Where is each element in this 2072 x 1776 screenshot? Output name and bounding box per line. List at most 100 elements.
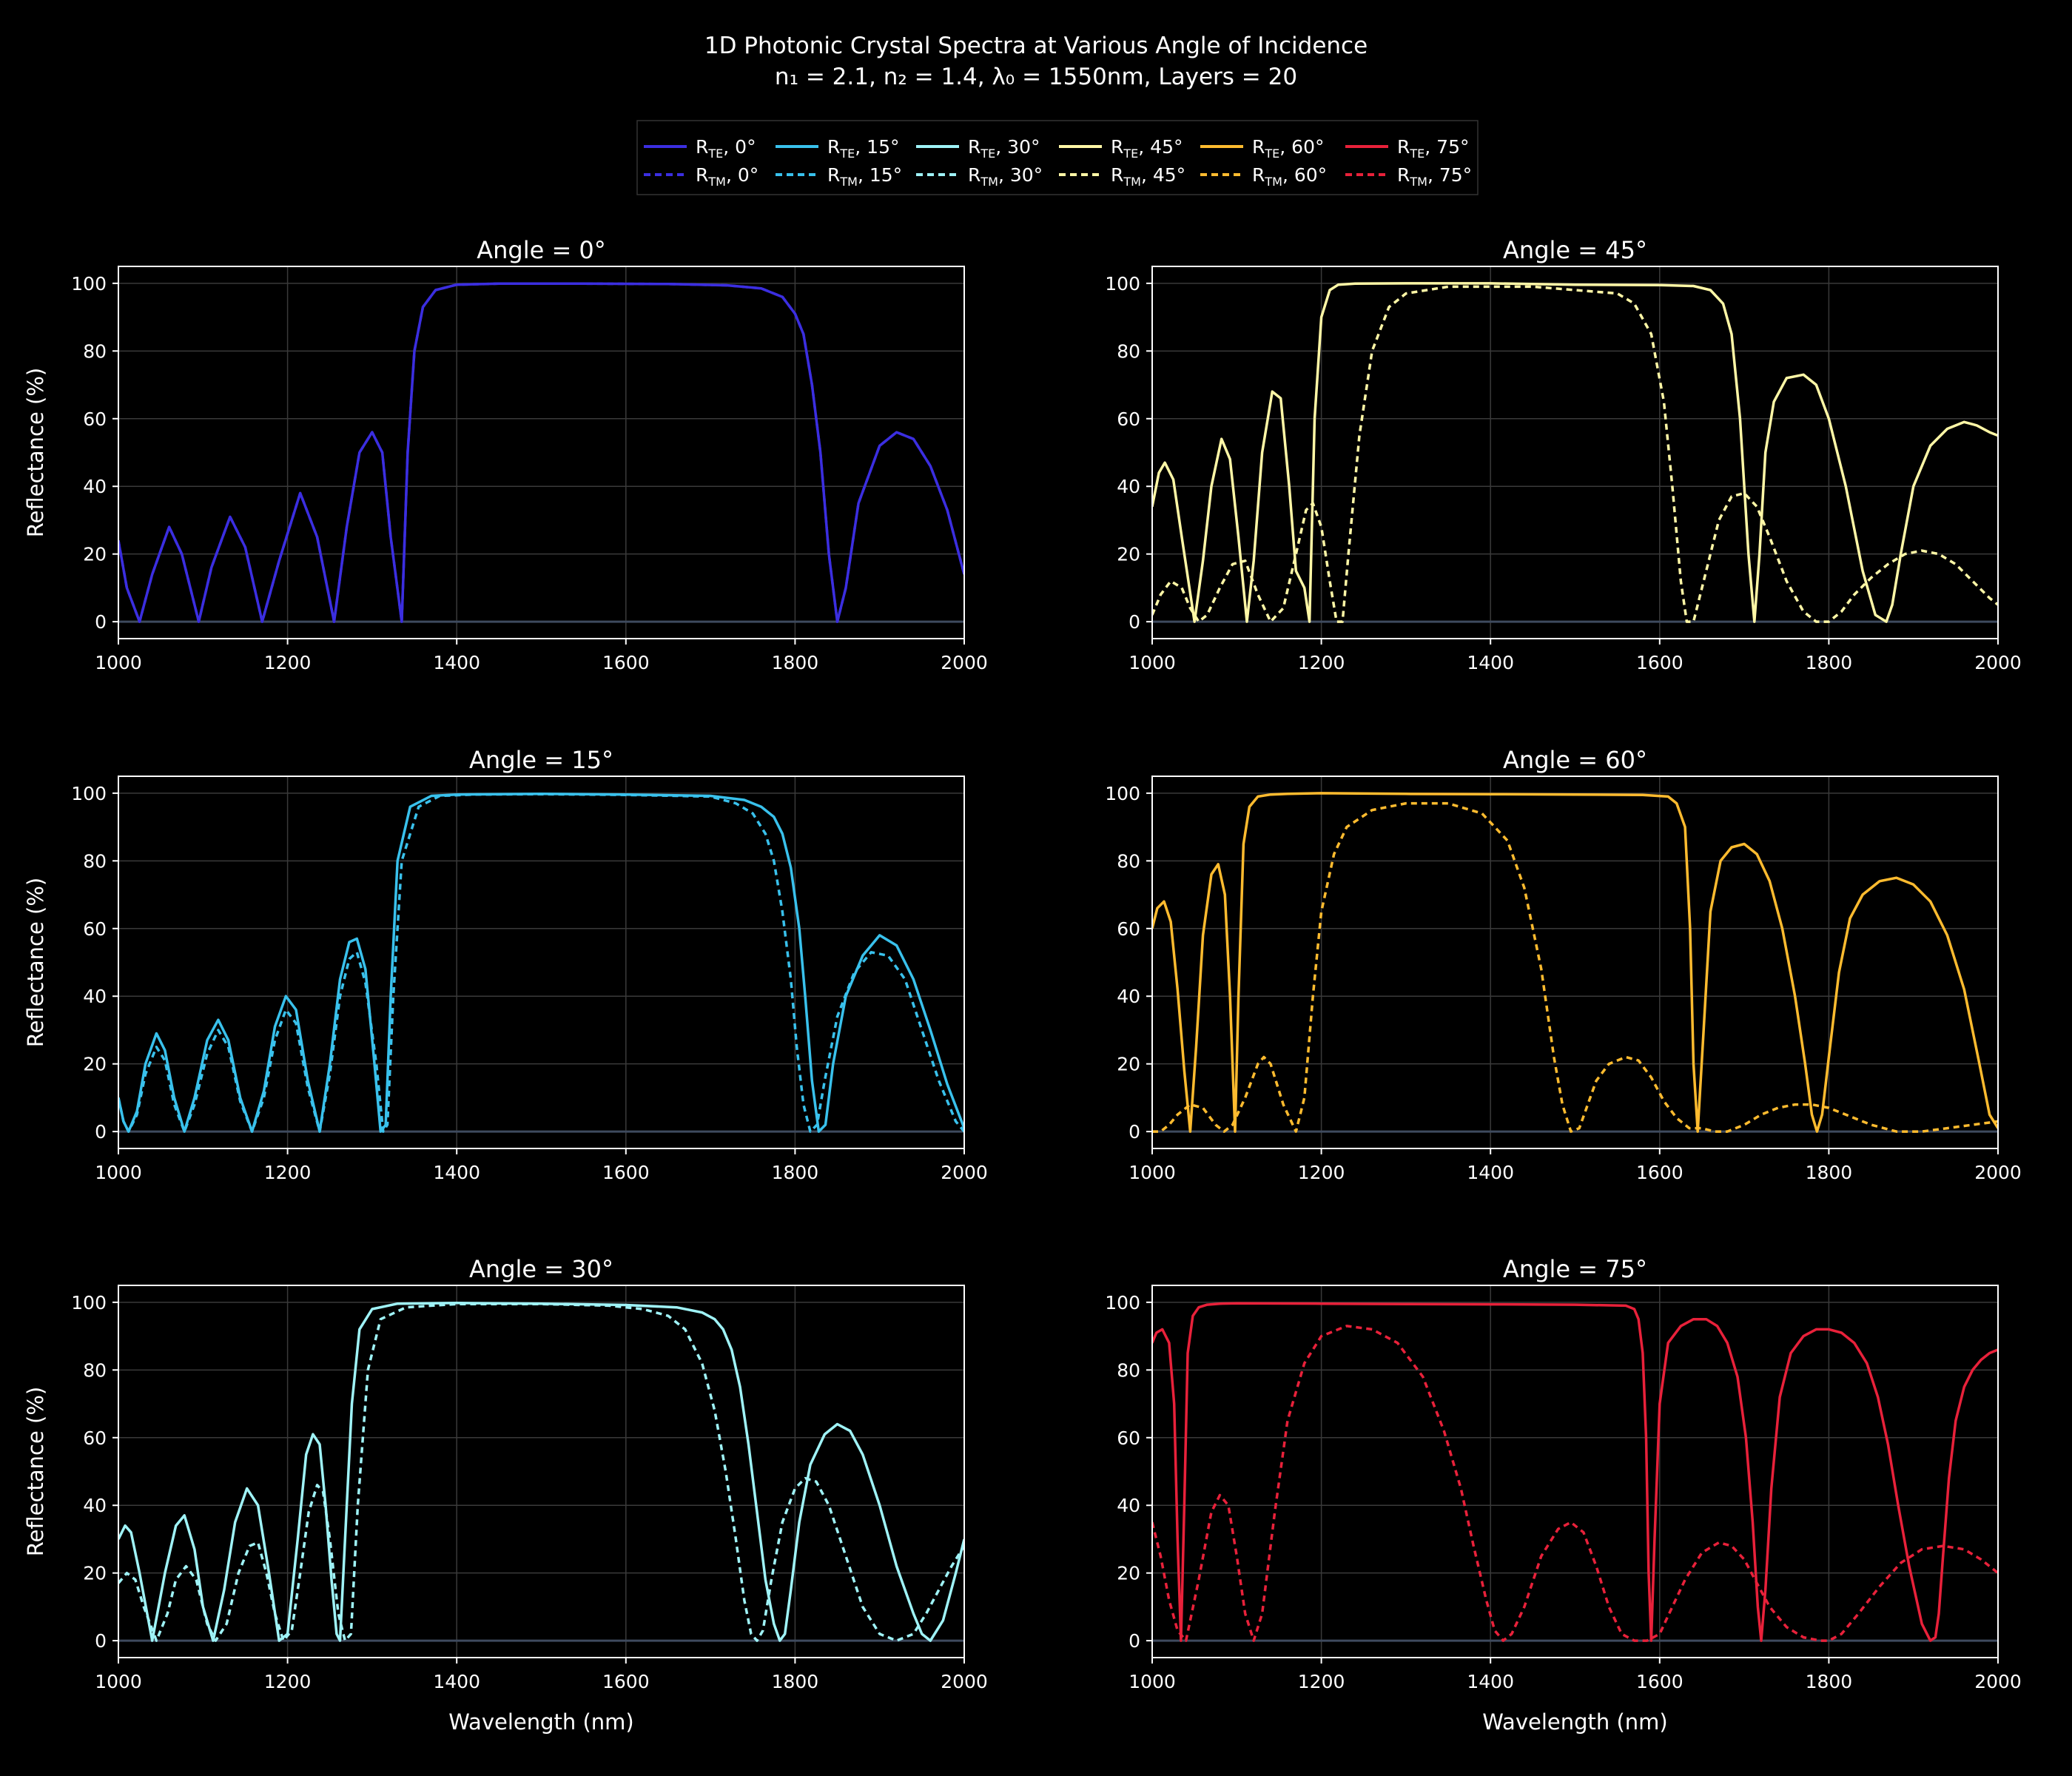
y-tick-label: 80 xyxy=(1117,850,1140,872)
x-tick-label: 1000 xyxy=(95,1671,142,1692)
subplot-angle-60: 1000 1200 1400 1600 1800 2000 0 20 40 60 80 100 Angl… xyxy=(1105,746,2022,1183)
x-tick-label: 1000 xyxy=(1128,1671,1176,1692)
series-line-rte xyxy=(1152,1302,1998,1642)
series-line-rtm xyxy=(1152,1325,1998,1642)
axes-frame xyxy=(118,776,965,1149)
subplot-title: Angle = 0° xyxy=(477,236,606,264)
legend-label: RTE, 0° xyxy=(696,136,756,161)
y-tick-label: 20 xyxy=(83,1563,107,1584)
y-tick-label: 100 xyxy=(71,1292,107,1314)
x-tick-label: 1600 xyxy=(602,1162,650,1183)
legend-entry-te-60deg[interactable]: RTE, 60° xyxy=(1200,136,1324,161)
subplot-angle-15: 1000 1200 1400 1600 1800 2000 0 20 40 60 80 100 Angl… xyxy=(23,746,988,1183)
y-tick-label: 60 xyxy=(1117,408,1140,430)
legend-entry-tm-75deg[interactable]: RTM, 75° xyxy=(1345,164,1472,189)
series-line-rte xyxy=(118,1302,964,1642)
x-axis-label: Wavelength (nm) xyxy=(1482,1709,1668,1735)
x-tick-label: 1400 xyxy=(433,1162,480,1183)
y-tick-label: 100 xyxy=(71,783,107,804)
y-tick-label: 60 xyxy=(83,1427,107,1449)
y-tick-label: 40 xyxy=(83,476,107,497)
legend-label: RTM, 75° xyxy=(1397,164,1472,189)
axes-frame xyxy=(1151,1285,1999,1658)
axes-frame xyxy=(1151,776,1999,1149)
y-tick-label: 20 xyxy=(83,544,107,565)
y-tick-label: 20 xyxy=(83,1054,107,1075)
x-axis-label: Wavelength (nm) xyxy=(448,1709,634,1735)
y-tick-label: 80 xyxy=(1117,1359,1140,1381)
y-tick-label: 80 xyxy=(83,1359,107,1381)
figure-title-line1: 1D Photonic Crystal Spectra at Various A… xyxy=(704,33,1368,59)
x-tick-label: 1000 xyxy=(95,1162,142,1183)
y-tick-label: 0 xyxy=(95,611,107,633)
series-line-rtm xyxy=(1152,801,1998,1133)
y-tick-label: 0 xyxy=(95,1121,107,1143)
x-tick-label: 1400 xyxy=(1467,1671,1514,1692)
series-group xyxy=(118,1302,964,1642)
legend-entry-tm-45deg[interactable]: RTM, 45° xyxy=(1059,164,1185,189)
x-tick-label: 2000 xyxy=(1974,1671,2022,1692)
x-tick-label: 1600 xyxy=(1636,1671,1684,1692)
subplot-angle-75: 1000 1200 1400 1600 1800 2000 0 20 40 60 80 100 Angl… xyxy=(1105,1255,2022,1735)
x-tick-label: 1600 xyxy=(602,1671,650,1692)
legend-label: RTM, 60° xyxy=(1252,164,1327,189)
y-tick-label: 60 xyxy=(1117,918,1140,940)
legend-entry-te-45deg[interactable]: RTE, 45° xyxy=(1059,136,1183,161)
x-tick-label: 1400 xyxy=(433,1671,480,1692)
legend-entry-tm-0deg[interactable]: RTM, 0° xyxy=(644,164,758,189)
x-tick-label: 1600 xyxy=(1636,652,1684,673)
y-tick-label: 60 xyxy=(83,918,107,940)
plot-area xyxy=(118,1285,964,1658)
x-tick-label: 2000 xyxy=(941,1162,988,1183)
x-tick-label: 1800 xyxy=(772,1162,819,1183)
subplot-title: Angle = 30° xyxy=(469,1255,613,1283)
subplot-title: Angle = 60° xyxy=(1503,746,1647,774)
series-group xyxy=(118,282,964,623)
y-tick-label: 20 xyxy=(1117,1563,1140,1584)
series-line-rtm xyxy=(118,793,964,1133)
series-line-rte xyxy=(118,282,964,623)
y-tick-label: 100 xyxy=(1105,783,1140,804)
series-group xyxy=(1152,792,1998,1133)
axes-frame xyxy=(1151,266,1999,639)
legend-entry-tm-60deg[interactable]: RTM, 60° xyxy=(1200,164,1327,189)
x-tick-label: 1800 xyxy=(1806,1162,1853,1183)
x-tick-label: 1000 xyxy=(95,652,142,673)
subplot-title: Angle = 15° xyxy=(469,746,613,774)
legend-entry-te-30deg[interactable]: RTE, 30° xyxy=(916,136,1040,161)
legend-entry-te-15deg[interactable]: RTE, 15° xyxy=(776,136,899,161)
plot-area xyxy=(1152,1285,1998,1658)
x-tick-label: 1000 xyxy=(1128,652,1176,673)
x-tick-label: 1400 xyxy=(1467,652,1514,673)
y-tick-label: 100 xyxy=(1105,273,1140,295)
subplot-angle-45: 1000 1200 1400 1600 1800 2000 0 20 40 60 80 100 Angl… xyxy=(1105,236,2022,673)
series-line-rte xyxy=(1152,282,1998,623)
y-axis-label: Reflectance (%) xyxy=(23,1387,48,1556)
legend-entry-te-0deg[interactable]: RTE, 0° xyxy=(644,136,756,161)
x-tick-label: 1200 xyxy=(264,652,312,673)
x-tick-label: 1800 xyxy=(772,652,819,673)
series-line-rte xyxy=(118,793,964,1133)
y-tick-label: 40 xyxy=(1117,1495,1140,1516)
legend-entry-tm-30deg[interactable]: RTM, 30° xyxy=(916,164,1043,189)
legend-frame xyxy=(636,120,1479,195)
y-tick-label: 20 xyxy=(1117,1054,1140,1075)
y-tick-label: 40 xyxy=(1117,986,1140,1007)
x-tick-label: 2000 xyxy=(1974,1162,2022,1183)
series-group xyxy=(1152,1302,1998,1642)
y-tick-label: 100 xyxy=(1105,1292,1140,1314)
legend-entry-te-75deg[interactable]: RTE, 75° xyxy=(1345,136,1469,161)
legend-label: RTE, 15° xyxy=(827,136,899,161)
y-tick-label: 0 xyxy=(1128,611,1140,633)
legend-label: RTE, 45° xyxy=(1111,136,1183,161)
y-tick-label: 100 xyxy=(71,273,107,295)
plot-area xyxy=(118,266,964,639)
subplot-angle-30: 1000 1200 1400 1600 1800 2000 0 20 40 60 80 100 Angl… xyxy=(23,1255,988,1735)
y-tick-label: 40 xyxy=(1117,476,1140,497)
x-tick-label: 1000 xyxy=(1128,1162,1176,1183)
legend-entry-tm-15deg[interactable]: RTM, 15° xyxy=(776,164,902,189)
figure-title-line2: n₁ = 2.1, n₂ = 1.4, λ₀ = 1550nm, Layers … xyxy=(775,64,1297,90)
y-tick-label: 0 xyxy=(1128,1630,1140,1652)
y-tick-label: 80 xyxy=(83,850,107,872)
series-line-rte xyxy=(1152,792,1998,1133)
